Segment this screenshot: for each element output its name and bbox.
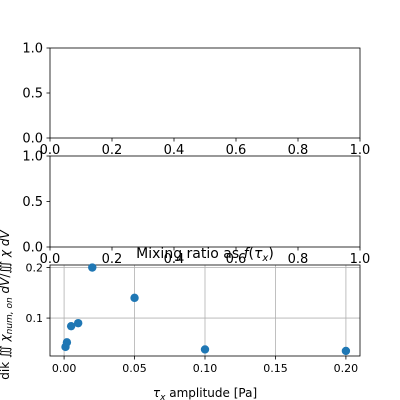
x-tick-label: 0.4 [164, 143, 185, 158]
x-tick-label: 0.00 [52, 362, 77, 375]
y-tick-label: 1.0 [22, 150, 43, 165]
x-tick-label: 0.05 [122, 362, 147, 375]
middle-empty-axes: 0.0 0.2 0.4 0.6 0.8 1.0 0.0 0.5 1.0 [22, 150, 370, 268]
y-tick-label: 1.0 [22, 42, 43, 57]
y-axis-label: dik ∭ χnum, on dV/∭ χ dV [0, 230, 15, 380]
x-tick-label: 0.2 [102, 143, 123, 158]
y-tick-label: 0.0 [22, 132, 43, 147]
x-ticks: 0.00 0.05 0.10 0.15 0.20 [52, 356, 358, 375]
x-tick-label: 1.0 [350, 252, 371, 267]
x-tick-label: 1.0 [350, 143, 371, 158]
x-axis-label: τx amplitude [Pa] [153, 386, 257, 400]
x-tick-label: 0.8 [288, 252, 309, 267]
x-tick-label: 0.6 [226, 143, 247, 158]
x-tick-label: 0.15 [263, 362, 288, 375]
y-tick-label: 0.5 [22, 195, 43, 210]
x-tick-label: 0.0 [40, 252, 61, 267]
scatter-point [88, 263, 97, 272]
x-tick-label: 0.10 [193, 362, 218, 375]
scatter-point [200, 345, 210, 354]
scatter-point [341, 346, 351, 356]
y-tick-label: 0.2 [26, 262, 44, 275]
x-tick-label: 0.20 [334, 362, 359, 375]
x-tick-label: 0.8 [288, 143, 309, 158]
scatter-points [61, 263, 351, 356]
scatter-axes: 0.00 0.05 0.10 0.15 0.20 0.1 0.2 [26, 262, 361, 375]
y-tick-label: 0.0 [22, 241, 43, 256]
chart-title: Mixing ratio as f(τx) [136, 246, 274, 264]
x-tick-label: 0.6 [226, 252, 247, 267]
scatter-point [130, 293, 139, 303]
y-tick-label: 0.1 [26, 312, 44, 325]
scatter-point [73, 318, 83, 328]
grid-lines [50, 265, 360, 356]
y-tick-label: 0.5 [22, 87, 43, 102]
x-tick-label: 0.0 [40, 143, 61, 158]
top-empty-axes: 0.0 0.2 0.4 0.6 0.8 1.0 0.0 0.5 1.0 [22, 42, 370, 159]
scatter-point [62, 338, 72, 347]
x-tick-label: 0.2 [102, 252, 123, 267]
scatter-point [66, 321, 76, 331]
x-tick-label: 0.4 [164, 252, 185, 267]
y-ticks: 0.1 0.2 [26, 262, 50, 325]
